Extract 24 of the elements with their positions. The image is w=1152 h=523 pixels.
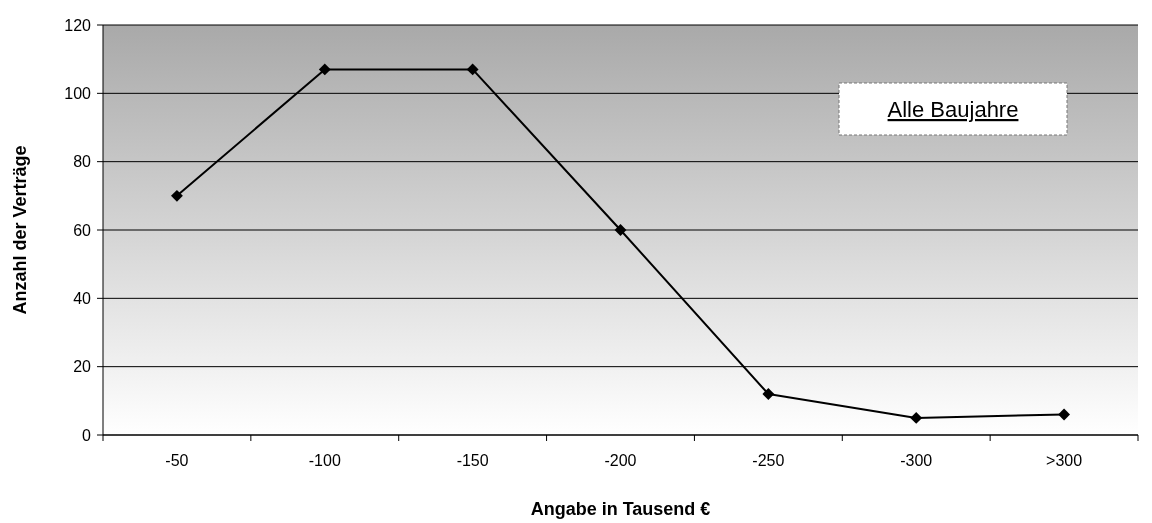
- x-tick-label: -200: [604, 452, 637, 469]
- point: [318, 63, 331, 76]
- point: [466, 63, 479, 76]
- x-tick-label: -300: [900, 452, 933, 469]
- point: [614, 224, 627, 236]
- y-tick-label: 40: [73, 289, 92, 307]
- y-tick-label: 80: [73, 153, 92, 171]
- x-tick-label: >300: [1046, 452, 1083, 469]
- point: [762, 388, 775, 400]
- x-tick-label: -150: [456, 452, 489, 469]
- point: [910, 411, 923, 424]
- y-tick-label: 20: [73, 358, 92, 376]
- y-tick-label: 100: [64, 84, 92, 102]
- x-tick-label: -50: [165, 452, 189, 469]
- y-axis-title: Anzahl der Verträge: [10, 145, 30, 315]
- y-tick-label: 120: [64, 16, 92, 34]
- y-tick-label: 60: [73, 221, 92, 239]
- y-tick-label: 0: [82, 426, 92, 444]
- x-axis-title: Angabe in Tausend €: [530, 499, 711, 519]
- point: [170, 189, 183, 202]
- x-tick-label: -100: [308, 452, 341, 469]
- annotation: Alle Baujahre: [887, 97, 1019, 122]
- point: [1058, 408, 1071, 421]
- x-tick-label: -250: [752, 452, 785, 469]
